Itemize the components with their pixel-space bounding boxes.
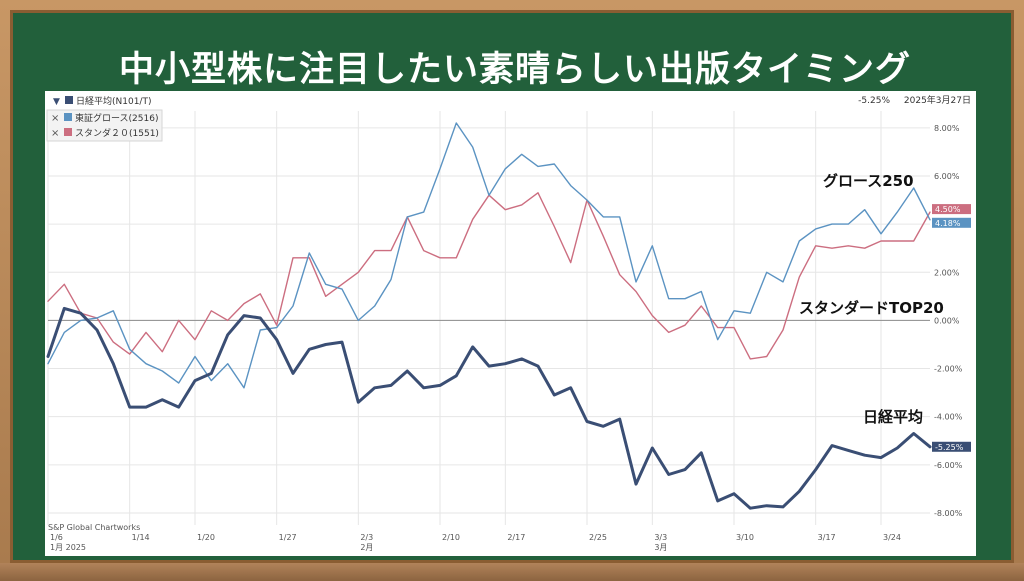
line-chart: 8.00%6.00%4.00%2.00%0.00%-2.00%-4.00%-6.… <box>46 94 971 552</box>
y-tick-label: 0.00% <box>934 316 960 325</box>
chalk-ledge <box>0 563 1024 581</box>
x-tick-sublabel: 2月 <box>360 543 373 552</box>
y-tick-label: -8.00% <box>934 509 963 518</box>
legend-swatch-growth <box>64 113 72 121</box>
legend-swatch-nikkei <box>65 96 73 104</box>
annotation-nikkei: 日経平均 <box>863 408 923 426</box>
legend-swatch-standard <box>64 128 72 136</box>
y-tick-label: -4.00% <box>934 413 963 422</box>
annotation-growth: グロース250 <box>823 172 914 190</box>
end-value-tags: -5.25% 4.18% 4.50% <box>932 204 971 452</box>
annotation-standard: スタンダードTOP20 <box>799 299 944 317</box>
y-tick-label: 6.00% <box>934 172 960 181</box>
legend-remove-growth[interactable]: × <box>51 113 59 124</box>
x-tick-sublabel: 3月 <box>654 543 667 552</box>
end-tag-bg <box>932 204 971 215</box>
x-tick-sublabel: 1月 2025 <box>50 543 86 552</box>
legend-remove-standard[interactable]: × <box>51 128 59 139</box>
legend-label-nikkei: 日経平均(N101/T) <box>76 95 151 107</box>
end-tag-label: 4.18% <box>935 219 961 228</box>
legend: ▼ 日経平均(N101/T) × 東証グロース(2516) × スタンダ２０(1… <box>46 95 163 142</box>
y-axis: 8.00%6.00%4.00%2.00%0.00%-2.00%-4.00%-6.… <box>934 124 963 518</box>
series-line <box>47 122 931 389</box>
chart-panel: 8.00%6.00%4.00%2.00%0.00%-2.00%-4.00%-6.… <box>45 91 976 556</box>
x-tick-label: 1/6 <box>50 533 63 542</box>
chart-credit: S&P Global Chartworks <box>48 523 140 532</box>
legend-label-standard: スタンダ２０(1551) <box>75 127 159 139</box>
series-line <box>46 306 932 510</box>
header-date: 2025年3月27日 <box>904 94 971 106</box>
x-tick-label: 3/24 <box>883 533 901 542</box>
legend-marker-nikkei[interactable]: ▼ <box>53 97 60 107</box>
series-line <box>47 192 931 360</box>
end-tag-label: 4.50% <box>935 205 961 214</box>
x-tick-label: 3/3 <box>654 533 667 542</box>
x-tick-label: 2/17 <box>507 533 525 542</box>
x-tick-label: 2/25 <box>589 533 607 542</box>
x-tick-label: 2/10 <box>442 533 460 542</box>
y-tick-label: -6.00% <box>934 461 963 470</box>
y-tick-label: -2.00% <box>934 365 963 374</box>
end-tag-label: -5.25% <box>935 443 964 452</box>
series-lines <box>46 122 932 510</box>
x-axis: 1/61月 2025 1/14 1/20 1/27 2/32月 2/10 2/17 2/25 3… <box>50 533 901 552</box>
chart-grid <box>47 111 930 525</box>
x-tick-label: 3/10 <box>736 533 754 542</box>
x-tick-label: 3/17 <box>818 533 836 542</box>
end-tag-bg <box>932 217 971 228</box>
x-tick-label: 1/14 <box>132 533 150 542</box>
legend-label-growth: 東証グロース(2516) <box>75 112 158 124</box>
y-tick-label: 2.00% <box>934 268 960 277</box>
page-title: 中小型株に注目したい素晴らしい出版タイミング <box>118 50 911 90</box>
end-tag-bg <box>932 441 971 452</box>
x-tick-label: 1/27 <box>279 533 297 542</box>
header-value: -5.25% <box>858 96 890 106</box>
y-tick-label: 8.00% <box>934 124 960 133</box>
x-tick-label: 2/3 <box>360 533 373 542</box>
x-tick-label: 1/20 <box>197 533 215 542</box>
